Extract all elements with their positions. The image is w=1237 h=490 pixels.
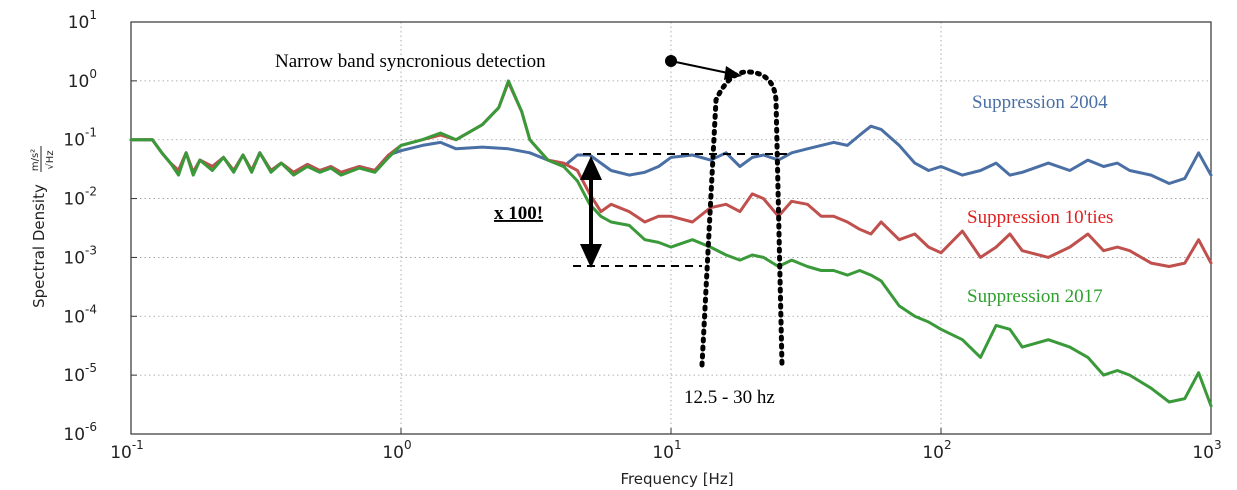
label-suppression-10ties: Suppression 10'ties <box>967 207 1113 228</box>
label-suppression-2017: Suppression 2017 <box>967 286 1103 307</box>
series-line-suppression-2017 <box>129 79 1213 408</box>
x-tick-base: 10 <box>1192 443 1214 463</box>
y-tick-label: 10-6 <box>63 420 97 445</box>
y-tick-base: 10 <box>63 307 85 327</box>
x-tick-exponent: 0 <box>404 438 412 452</box>
x-tick-exponent: -1 <box>132 438 144 452</box>
bandpass-filter-shape <box>699 69 785 368</box>
y-tick-label: 100 <box>68 67 97 92</box>
y-tick-base: 10 <box>63 131 85 151</box>
annotations: Narrow band syncronious detection x 100!… <box>275 51 1113 408</box>
grid <box>131 22 1211 434</box>
label-suppression-2004: Suppression 2004 <box>972 92 1108 113</box>
y-tick-exponent: -1 <box>85 126 97 140</box>
y-tick-exponent: -5 <box>85 361 97 375</box>
ratio-arrow-head-down <box>580 244 602 268</box>
y-axis-title: Spectral Density m/s² √Hz <box>30 146 56 308</box>
x-tick-exponent: 2 <box>944 438 952 452</box>
y-axis-unit-numerator: m/s² <box>30 149 41 171</box>
y-tick-exponent: -2 <box>85 185 97 199</box>
y-tick-base: 10 <box>68 13 90 33</box>
y-tick-label: 10-1 <box>63 126 97 151</box>
x-tick-base: 10 <box>382 443 404 463</box>
y-tick-exponent: -3 <box>85 243 97 257</box>
y-tick-exponent: -4 <box>85 302 97 316</box>
x-tick-label: 100 <box>382 438 411 463</box>
y-tick-label: 10-3 <box>63 243 97 268</box>
y-tick-label: 10-4 <box>63 302 97 327</box>
annotation-pointer-head <box>724 66 742 80</box>
x-tick-exponent: 1 <box>674 438 682 452</box>
y-axis-unit-denominator: √Hz <box>45 150 56 169</box>
band-range-annotation: 12.5 - 30 hz <box>684 387 775 408</box>
y-tick-label: 10-2 <box>63 185 97 210</box>
y-axis-label: Spectral Density <box>30 184 48 308</box>
x-tick-base: 10 <box>110 443 132 463</box>
y-tick-base: 10 <box>63 425 85 445</box>
y-tick-label: 10-5 <box>63 361 97 386</box>
y-tick-base: 10 <box>63 366 85 386</box>
x-tick-label: 102 <box>922 438 951 463</box>
y-tick-exponent: -6 <box>85 420 97 434</box>
y-tick-label: 101 <box>68 8 97 33</box>
x-tick-label: 103 <box>1192 438 1221 463</box>
x-tick-base: 10 <box>922 443 944 463</box>
x-tick-label: 10-1 <box>110 438 144 463</box>
x-tick-base: 10 <box>652 443 674 463</box>
x-axis-title: Frequency [Hz] <box>620 470 733 488</box>
ratio-arrow-head-up <box>580 156 602 180</box>
y-tick-exponent: 0 <box>89 67 97 81</box>
y-tick-base: 10 <box>68 72 90 92</box>
narrow-band-annotation: Narrow band syncronious detection <box>275 51 546 72</box>
x-tick-exponent: 3 <box>1214 438 1222 452</box>
series-lines <box>129 79 1213 408</box>
annotation-pointer <box>670 60 729 74</box>
plot-frame <box>130 21 1212 435</box>
multiplier-annotation: x 100! <box>494 203 543 224</box>
x-axis-ticks: 10-1 100 101 102 103 <box>110 428 1222 463</box>
y-tick-base: 10 <box>63 190 85 210</box>
y-tick-exponent: 1 <box>89 8 97 22</box>
x-tick-label: 101 <box>652 438 681 463</box>
y-tick-base: 10 <box>63 248 85 268</box>
